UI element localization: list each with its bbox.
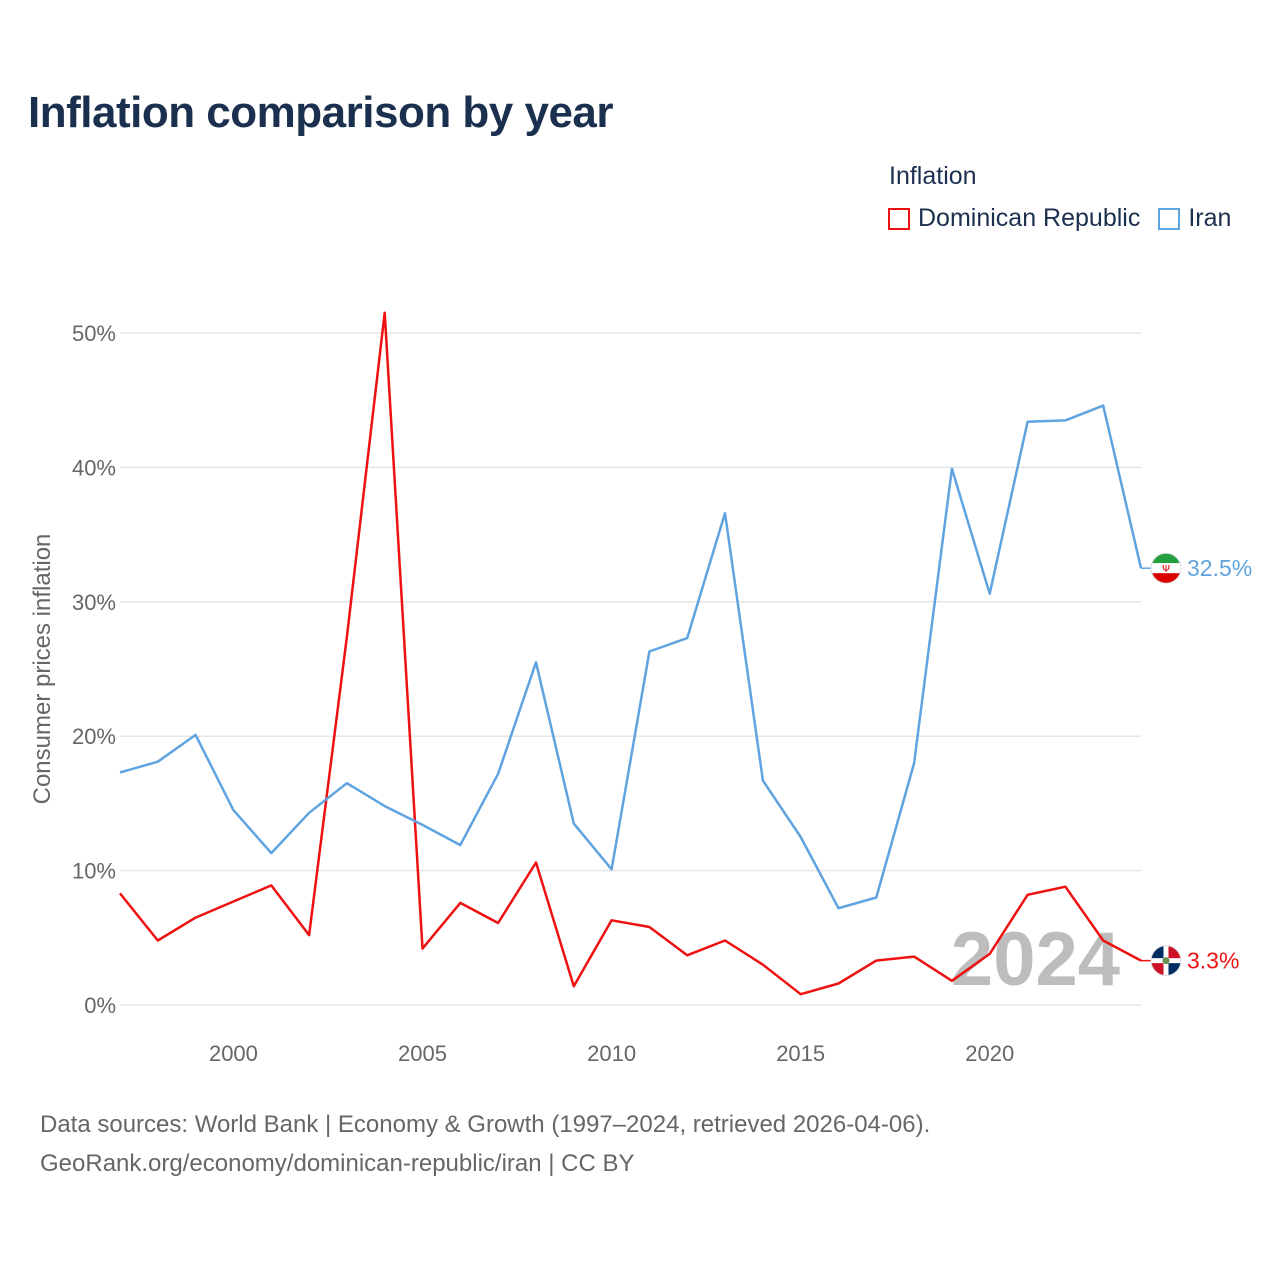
x-tick-label-2000: 2000 xyxy=(209,1041,258,1066)
svg-text:Ψ: Ψ xyxy=(1162,564,1170,575)
legend-item-iran[interactable]: Iran xyxy=(1158,204,1231,233)
legend-swatch-iran xyxy=(1158,207,1181,230)
chart-title: Inflation comparison by year xyxy=(28,88,614,137)
y-tick-label-10: 10% xyxy=(72,859,116,884)
end-label-iran: 32.5% xyxy=(1187,555,1252,581)
x-tick-label-2020: 2020 xyxy=(965,1041,1014,1066)
footer: Data sources: World Bank | Economy & Gro… xyxy=(40,1105,930,1183)
year-watermark: 2024 xyxy=(951,917,1120,1002)
legend-item-dominican-republic[interactable]: Dominican Republic xyxy=(888,204,1140,233)
y-tick-label-20: 20% xyxy=(72,724,116,749)
x-tick-label-2010: 2010 xyxy=(587,1041,636,1066)
dominican-republic-flag xyxy=(1150,945,1182,977)
legend: Dominican Republic Iran xyxy=(888,204,1249,233)
y-tick-label-50: 50% xyxy=(72,321,116,346)
y-tick-label-0: 0% xyxy=(84,993,116,1018)
legend-title: Inflation xyxy=(889,162,977,190)
footer-link[interactable]: GeoRank.org/economy/dominican-republic/i… xyxy=(40,1150,635,1177)
x-tick-label-2005: 2005 xyxy=(398,1041,447,1066)
y-tick-label-30: 30% xyxy=(72,590,116,615)
y-tick-label-40: 40% xyxy=(72,455,116,480)
legend-label-iran: Iran xyxy=(1188,204,1232,232)
iran-flag: Ψ xyxy=(1150,552,1182,584)
legend-label-dominican-republic: Dominican Republic xyxy=(918,204,1141,232)
x-tick-label-2015: 2015 xyxy=(776,1041,825,1066)
legend-swatch-dominican-republic xyxy=(888,207,910,230)
y-axis-label: Consumer prices inflation xyxy=(29,534,56,805)
series-line-iran xyxy=(119,404,1143,910)
end-label-dominican-republic: 3.3% xyxy=(1187,948,1239,974)
series-line-dominican-republic xyxy=(119,311,1142,996)
footer-sources: Data sources: World Bank | Economy & Gro… xyxy=(40,1111,931,1138)
